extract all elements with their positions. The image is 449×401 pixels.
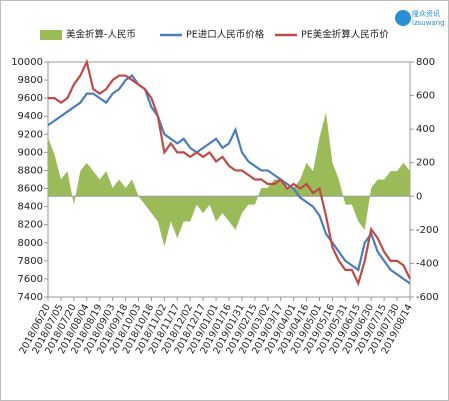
y2-tick-label: 0 xyxy=(416,191,422,202)
y-tick-label: 8600 xyxy=(18,184,43,195)
logo-text: lzsuwang xyxy=(412,19,445,27)
y2-tick-label: 600 xyxy=(416,91,435,102)
y2-tick-label: -200 xyxy=(416,225,439,236)
legend-swatch xyxy=(40,30,62,40)
y-tick-label: 7800 xyxy=(18,256,43,267)
legend-label: PE美金折算人民币价 xyxy=(301,29,389,41)
y-tick-label: 8200 xyxy=(18,220,43,231)
y-tick-label: 9400 xyxy=(18,111,43,122)
y2-tick-label: 400 xyxy=(416,124,435,135)
legend-label: 美金折算-人民币 xyxy=(66,29,136,41)
y-tick-label: 10000 xyxy=(11,57,43,68)
logo-text: 隆众资讯 xyxy=(412,9,440,18)
y-tick-label: 9600 xyxy=(18,93,43,104)
line xyxy=(48,58,411,287)
y2-tick-label: 800 xyxy=(416,57,435,68)
legend-label: PE进口人民币价格 xyxy=(186,29,265,41)
area xyxy=(48,112,410,247)
y-tick-label: 8000 xyxy=(18,238,43,249)
y-tick-label: 9800 xyxy=(18,75,43,86)
y2-tick-label: -400 xyxy=(416,258,439,269)
y-tick-label: 8800 xyxy=(18,165,43,176)
y-tick-label: 9200 xyxy=(18,129,43,140)
logo-icon xyxy=(395,10,411,26)
y-tick-label: 7400 xyxy=(18,292,43,303)
y2-tick-label: 200 xyxy=(416,158,435,169)
y-tick-label: 7600 xyxy=(18,274,43,285)
line xyxy=(47,74,411,285)
y-tick-label: 9000 xyxy=(18,147,43,158)
y-tick-label: 8400 xyxy=(18,202,43,213)
y2-tick-label: -600 xyxy=(416,292,439,303)
